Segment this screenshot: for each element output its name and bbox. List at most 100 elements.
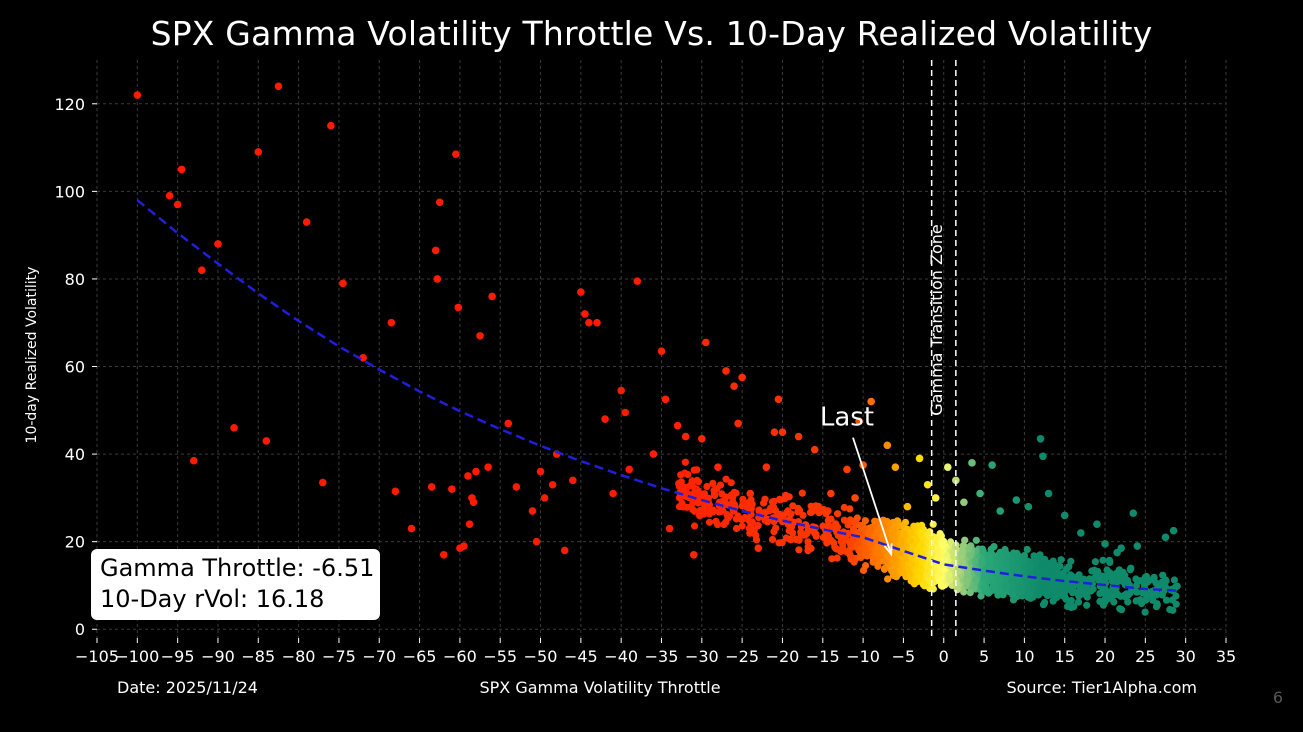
cloud-point [1168,596,1176,604]
data-point [988,461,996,469]
cloud-point [1083,593,1091,601]
data-point [774,395,783,404]
cloud-point [858,533,866,541]
cloud-point [979,582,988,591]
x-tick-label: −85 [241,647,275,666]
data-point [165,191,174,200]
data-point [327,121,335,130]
data-point [661,395,670,404]
data-point [968,459,976,467]
cloud-point [763,518,772,526]
x-tick-label: −90 [201,647,235,666]
data-point [810,445,819,454]
rvol-value: 10-Day rVol: 16.18 [100,585,325,613]
cloud-point [795,546,803,554]
cloud-point [880,565,889,573]
x-tick-label: −95 [161,647,195,666]
cloud-point [694,499,703,507]
cloud-point [701,504,709,512]
data-point [339,279,347,288]
source-label: Source: Tier1Alpha.com [1006,678,1197,697]
data-point [387,318,396,327]
cloud-point [1067,603,1075,612]
data-point [794,432,803,441]
cloud-point [985,555,993,563]
cloud-point [746,518,754,526]
cloud-point [801,531,809,539]
cloud-point [1058,583,1066,591]
data-point [851,494,859,502]
cloud-point [729,498,737,506]
data-point [528,507,537,515]
cloud-point [789,502,797,510]
cloud-point [1140,581,1148,589]
cloud-point [1115,577,1123,585]
cloud-point [783,509,791,517]
cloud-point [776,495,784,503]
cloud-point [999,591,1007,599]
cloud-point [900,530,908,539]
cloud-point [973,557,981,565]
cloud-point [1158,578,1166,586]
cloud-point [908,560,916,568]
cloud-point [927,551,935,559]
x-tick-label: 10 [1014,647,1034,666]
data-point [472,467,480,476]
data-point [1077,529,1085,537]
fit-line [136,199,1178,592]
cloud-point [867,525,875,534]
data-point [903,502,912,511]
cloud-point [940,540,949,549]
annotation-arrowhead [883,543,893,557]
cloud-point [1049,585,1057,593]
cloud-point [946,576,954,584]
cloud-point [727,479,735,487]
data-point [254,148,263,156]
cloud-point [963,577,971,585]
data-point [625,465,634,474]
x-tick-label: −25 [725,647,759,666]
cloud-point [978,560,986,568]
cloud-point [792,535,800,544]
cloud-point [681,458,690,466]
data-point [504,419,513,428]
cloud-point [1162,596,1171,604]
cloud-point [1127,564,1135,572]
data-point [488,292,496,301]
cloud-point [833,523,841,531]
cloud-point [768,535,777,544]
cloud-point [738,522,746,530]
data-point [476,332,484,340]
cloud-point [807,502,815,510]
cloud-point [916,543,925,551]
x-tick-label: −105 [75,647,119,666]
data-point [931,494,940,502]
data-point [454,303,463,312]
x-tick-label: −100 [115,647,159,666]
cloud-point [761,508,769,516]
x-tick-label: −15 [806,647,840,666]
cloud-point [959,548,967,556]
cloud-point [1032,568,1040,576]
cloud-point [828,555,836,563]
cloud-point [755,507,763,515]
cloud-point [806,508,815,516]
annotation-layer: Last [820,403,893,557]
data-point [621,408,630,417]
data-point [214,240,222,248]
y-tick-label: 120 [54,95,85,114]
data-point [448,485,456,493]
cloud-point [1072,588,1080,596]
cloud-point [934,553,942,561]
data-point [1133,542,1142,550]
cloud-point [979,547,987,555]
cloud-point [959,541,968,550]
data-point [469,498,478,507]
data-point [407,524,416,533]
cloud-point [1043,565,1052,573]
cloud-point [722,518,730,526]
cloud-point [732,515,741,523]
data-point [754,544,763,553]
cloud-point [1107,572,1115,580]
